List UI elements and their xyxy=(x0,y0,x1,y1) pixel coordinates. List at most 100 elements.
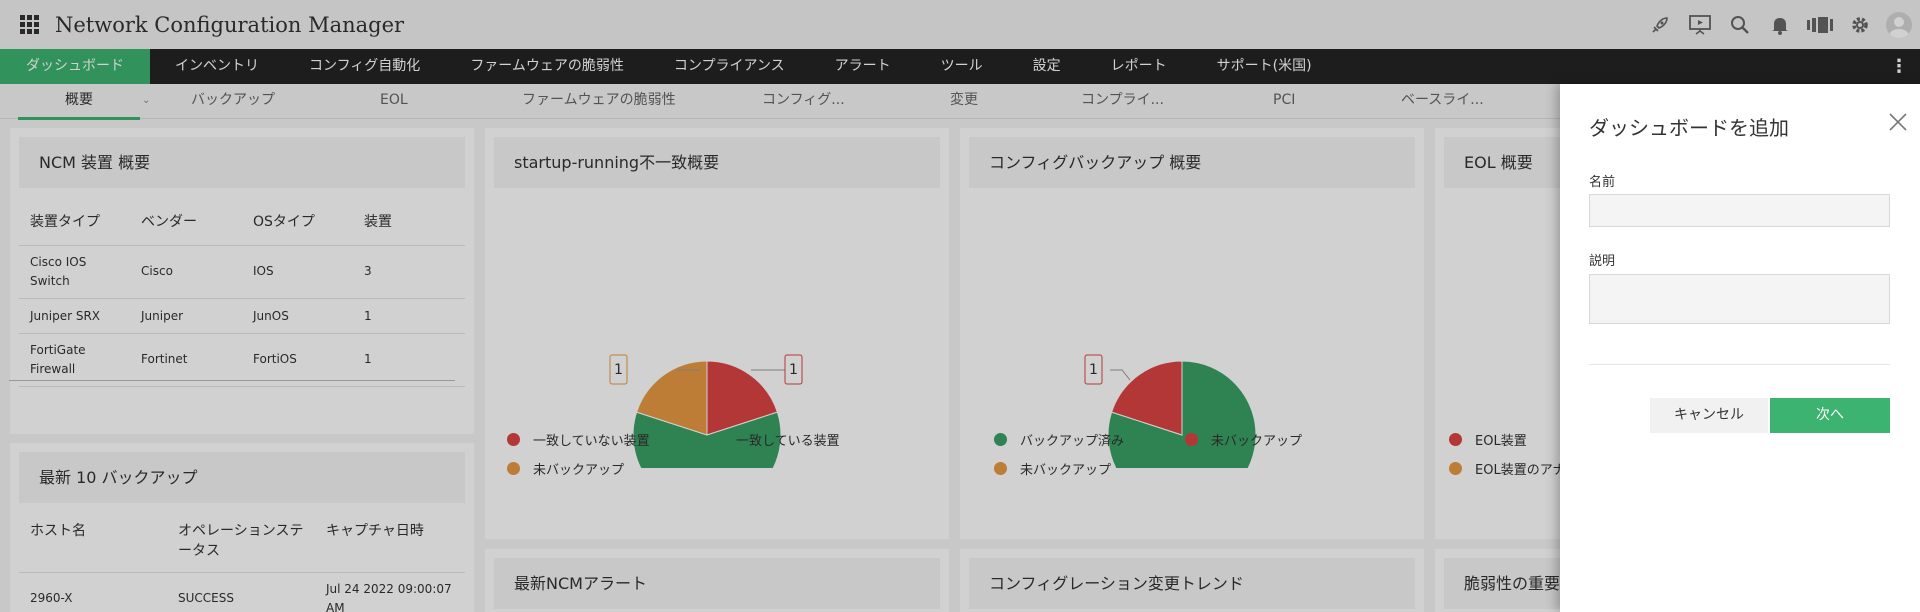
device-summary-table: 装置タイプ ベンダー OSタイプ 装置 Cisco IOS Switch Cisc… xyxy=(19,198,465,387)
table-header-row: 装置タイプ ベンダー OSタイプ 装置 xyxy=(19,198,465,246)
tab-compliance[interactable]: コンプライ... xyxy=(1081,92,1164,108)
legend-dot xyxy=(710,433,723,446)
time-cell: Jul 24 2022 09:00:07 AM xyxy=(326,582,452,612)
os-cell: IOS xyxy=(242,245,353,299)
panel-title: ダッシュボードを追加 xyxy=(1589,116,1789,140)
count-cell[interactable]: 1 xyxy=(353,333,465,387)
legend-item[interactable]: 未バックアップ xyxy=(994,459,1111,478)
chevron-down-icon[interactable]: ⌄ xyxy=(142,95,151,106)
tab-eol[interactable]: EOL xyxy=(380,92,408,108)
startup-running-widget: startup-running不一致概要 1 1 3 一致していない装置 一致し… xyxy=(485,128,949,539)
startup-running-pie-chart: 1 1 3 xyxy=(609,354,803,468)
vendor-cell: Cisco xyxy=(130,245,242,299)
config-backup-widget: コンフィグバックアップ 概要 1 4 バックアップ済み 未バックアップ 未バック… xyxy=(960,128,1424,539)
app-title: Network Configuration Manager xyxy=(55,12,405,37)
slice-value-unbacked: 1 xyxy=(1089,362,1098,378)
presentation-icon[interactable] xyxy=(1680,0,1720,49)
legend-item[interactable]: 一致していない装置 xyxy=(507,430,650,449)
legend-dot xyxy=(1185,433,1198,446)
column-header: オペレーションステ ータス xyxy=(178,523,304,559)
add-dashboard-panel: ダッシュボードを追加 名前 説明 キャンセル 次へ xyxy=(1560,84,1920,612)
top-icons xyxy=(1640,0,1920,49)
pie-slice[interactable] xyxy=(632,411,782,468)
slice-callout-mismatch xyxy=(784,354,803,385)
divider xyxy=(1589,364,1890,365)
legend-label: 未バックアップ xyxy=(1211,434,1303,449)
device-type-cell: FortiGate Firewall xyxy=(19,333,130,387)
pie-slice[interactable] xyxy=(1110,360,1183,436)
device-type-cell: Cisco IOS Switch xyxy=(19,245,130,299)
device-summary-widget: NCM 装置 概要 装置タイプ ベンダー OSタイプ 装置 Cisco IOS S… xyxy=(10,128,474,434)
description-label: 説明 xyxy=(1589,254,1616,269)
widget-title: startup-running不一致概要 xyxy=(514,153,720,172)
count-cell[interactable]: 3 xyxy=(353,245,465,299)
bell-icon[interactable] xyxy=(1760,0,1800,49)
table-row[interactable]: Cisco IOS Switch Cisco IOS 3 xyxy=(19,245,465,299)
column-header: ホスト名 xyxy=(30,523,86,539)
legend-label: 未バックアップ xyxy=(533,463,625,478)
legend-item[interactable]: EOL装置 xyxy=(1449,430,1527,449)
nav-dashboard[interactable]: ダッシュボード xyxy=(0,49,150,84)
close-icon[interactable] xyxy=(1888,112,1908,135)
next-button[interactable]: 次へ xyxy=(1770,398,1890,433)
nav-settings[interactable]: 設定 xyxy=(1032,58,1061,74)
divider xyxy=(9,380,455,381)
device-type-cell: Juniper SRX xyxy=(19,298,130,334)
table-row[interactable]: FortiGate Firewall Fortinet FortiOS 1 xyxy=(19,333,465,387)
widget-header: NCM 装置 概要 xyxy=(19,137,465,188)
nav-tools[interactable]: ツール xyxy=(940,58,983,74)
legend-label: 未バックアップ xyxy=(1020,463,1112,478)
legend-dot xyxy=(994,433,1007,446)
apps-grid-icon[interactable] xyxy=(20,14,40,35)
nav-reports[interactable]: レポート xyxy=(1110,58,1167,74)
devices-icon[interactable] xyxy=(1800,0,1840,49)
name-label: 名前 xyxy=(1589,175,1616,190)
nav-alerts[interactable]: アラート xyxy=(834,58,891,74)
legend-item[interactable]: EOL装置のアナ xyxy=(1449,459,1565,478)
tab-pci[interactable]: PCI xyxy=(1273,92,1296,108)
nav-compliance[interactable]: コンプライアンス xyxy=(673,58,785,74)
rocket-icon[interactable] xyxy=(1640,0,1680,49)
vendor-cell: Juniper xyxy=(130,298,242,334)
legend-dot xyxy=(994,462,1007,475)
nav-support[interactable]: サポート(米国) xyxy=(1216,58,1312,74)
gear-icon[interactable] xyxy=(1840,0,1880,49)
legend-label: バックアップ済み xyxy=(1020,434,1125,449)
config-backup-pie-chart: 1 4 xyxy=(1084,354,1257,468)
widget-header: 最新NCMアラート xyxy=(494,558,940,609)
tab-config[interactable]: コンフィグ... xyxy=(762,92,845,108)
legend-item[interactable]: バックアップ済み xyxy=(994,430,1124,449)
user-avatar[interactable] xyxy=(1886,11,1912,38)
tab-overview[interactable]: 概要 xyxy=(18,84,140,120)
table-row[interactable]: Juniper SRX Juniper JunOS 1 xyxy=(19,298,465,334)
nav-firmware-vulnerability[interactable]: ファームウェアの脆弱性 xyxy=(470,58,624,74)
widget-title: 最新NCMアラート xyxy=(514,574,647,593)
legend-item[interactable]: 未バックアップ xyxy=(1185,430,1302,449)
more-menu-icon[interactable]: ⋮ xyxy=(1890,56,1908,77)
tab-firmware-vulnerability[interactable]: ファームウェアの脆弱性 xyxy=(522,92,676,108)
status-cell: SUCCESS xyxy=(178,591,234,605)
host-cell[interactable]: 2960-X xyxy=(30,591,73,605)
legend-item[interactable]: 一致している装置 xyxy=(710,430,840,449)
legend-label: 一致していない装置 xyxy=(533,434,650,449)
config-change-trend-widget: コンフィグレーション変更トレンド xyxy=(960,549,1424,612)
legend-dot xyxy=(1449,433,1462,446)
divider xyxy=(19,572,465,573)
tab-baseline[interactable]: ベースライ... xyxy=(1401,92,1484,108)
pie-slice[interactable] xyxy=(635,360,708,436)
nav-config-automation[interactable]: コンフィグ自動化 xyxy=(309,58,421,74)
cancel-button[interactable]: キャンセル xyxy=(1650,398,1768,433)
vendor-cell: Fortinet xyxy=(130,333,242,387)
description-input[interactable] xyxy=(1589,274,1890,324)
legend-label: EOL装置のアナ xyxy=(1475,463,1566,478)
tab-changes[interactable]: 変更 xyxy=(950,92,978,108)
tab-backup[interactable]: バックアップ xyxy=(191,92,275,108)
legend-item[interactable]: 未バックアップ xyxy=(507,459,624,478)
count-cell[interactable]: 1 xyxy=(353,298,465,334)
top-bar: Network Configuration Manager xyxy=(0,0,1920,49)
slice-value-mismatch: 1 xyxy=(789,362,798,378)
nav-inventory[interactable]: インベントリ xyxy=(175,58,259,74)
name-input[interactable] xyxy=(1589,194,1890,227)
pie-slice[interactable] xyxy=(706,360,779,436)
search-icon[interactable] xyxy=(1720,0,1760,49)
